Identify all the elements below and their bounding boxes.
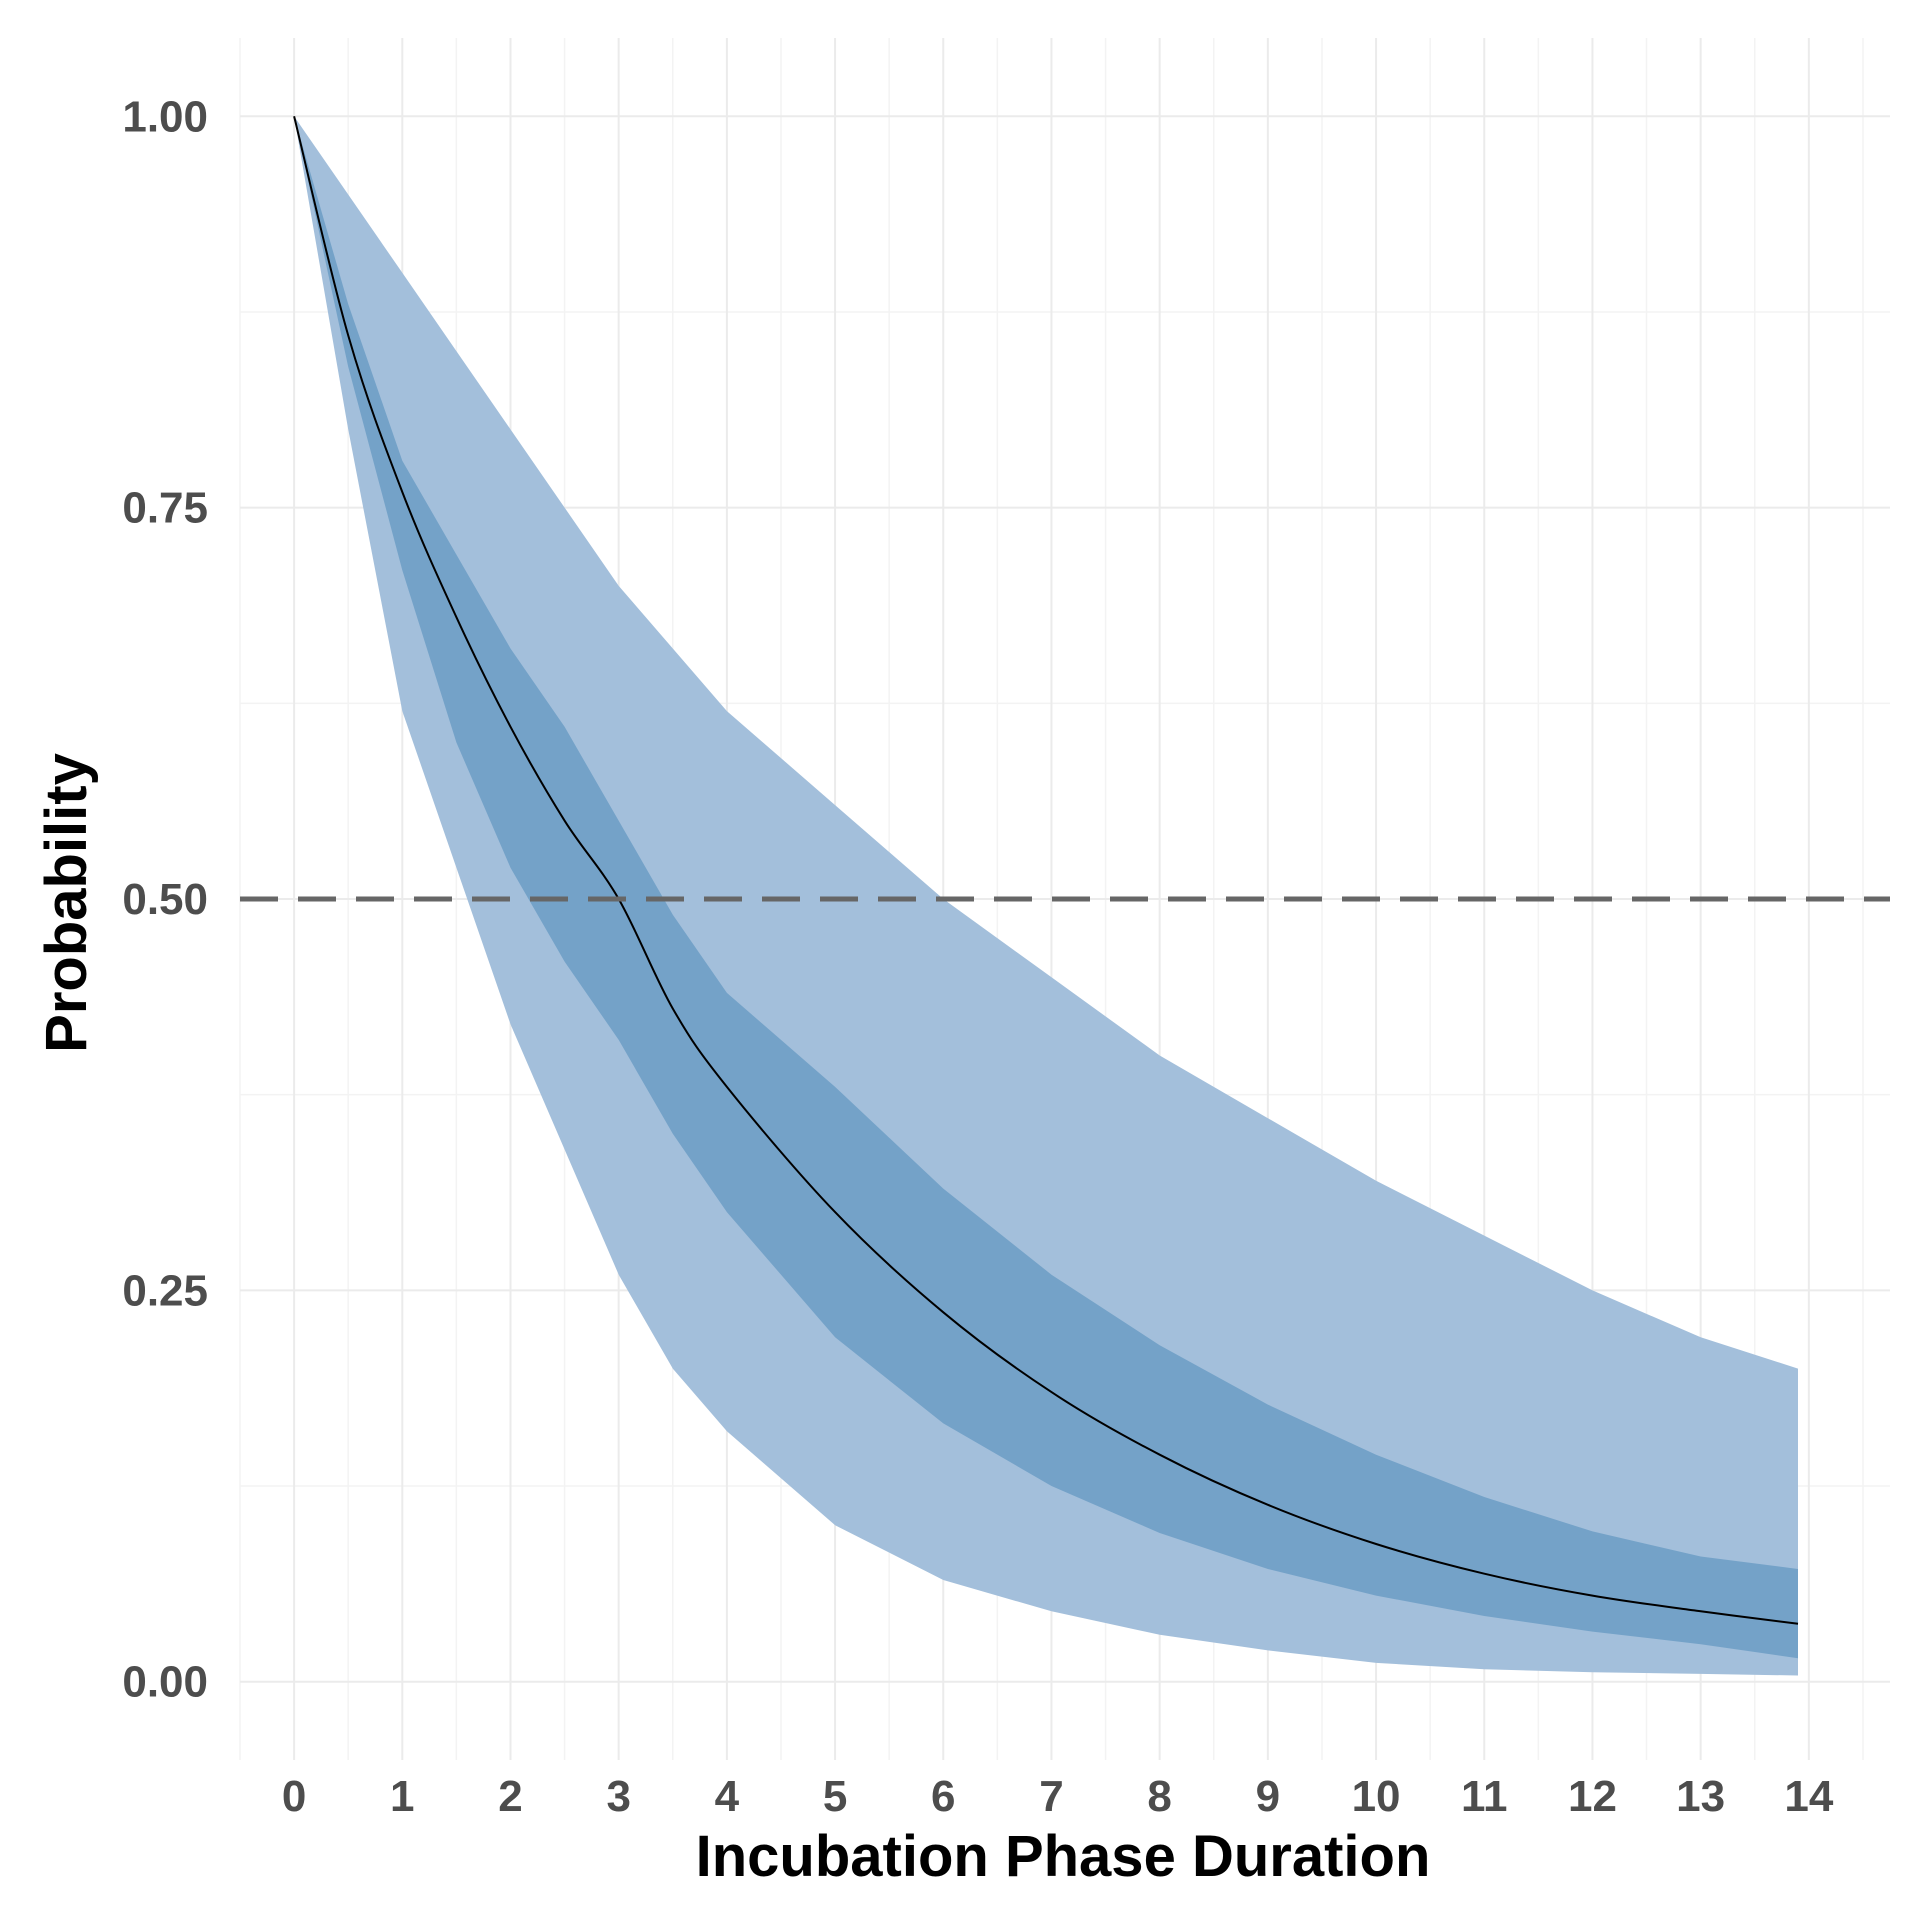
outer-confidence-band xyxy=(294,116,1799,1676)
x-tick-label: 10 xyxy=(1352,1772,1401,1821)
y-tick-label: 0.50 xyxy=(122,875,208,924)
probability-line xyxy=(293,116,1799,1625)
x-axis-title: Incubation Phase Duration xyxy=(696,1824,1431,1889)
x-tick-label: 2 xyxy=(498,1772,522,1821)
y-tick-labels: 0.00 0.25 0.50 0.75 1.00 xyxy=(122,92,208,1706)
y-tick-label: 0.00 xyxy=(122,1658,208,1707)
x-tick-label: 8 xyxy=(1147,1772,1171,1821)
x-tick-label: 5 xyxy=(823,1772,847,1821)
inner-confidence-band xyxy=(294,116,1799,1659)
x-tick-label: 9 xyxy=(1256,1772,1280,1821)
x-tick-label: 1 xyxy=(390,1772,414,1821)
x-tick-label: 14 xyxy=(1784,1772,1833,1821)
x-tick-label: 0 xyxy=(282,1772,306,1821)
y-tick-label: 0.75 xyxy=(122,484,208,533)
x-tick-label: 7 xyxy=(1039,1772,1063,1821)
confidence-bands xyxy=(294,116,1799,1676)
y-tick-label: 0.25 xyxy=(122,1266,208,1315)
x-tick-label: 13 xyxy=(1676,1772,1725,1821)
x-tick-labels: 0 1 2 3 4 5 6 7 8 9 10 11 12 13 14 xyxy=(282,1772,1834,1821)
series-lines xyxy=(293,116,1799,1625)
x-tick-label: 11 xyxy=(1461,1772,1508,1821)
x-tick-label: 3 xyxy=(606,1772,630,1821)
x-tick-label: 6 xyxy=(931,1772,955,1821)
x-tick-label: 4 xyxy=(715,1772,740,1821)
y-tick-label: 1.00 xyxy=(122,92,208,141)
x-tick-label: 12 xyxy=(1568,1772,1617,1821)
y-axis-title: Probability xyxy=(34,753,99,1053)
